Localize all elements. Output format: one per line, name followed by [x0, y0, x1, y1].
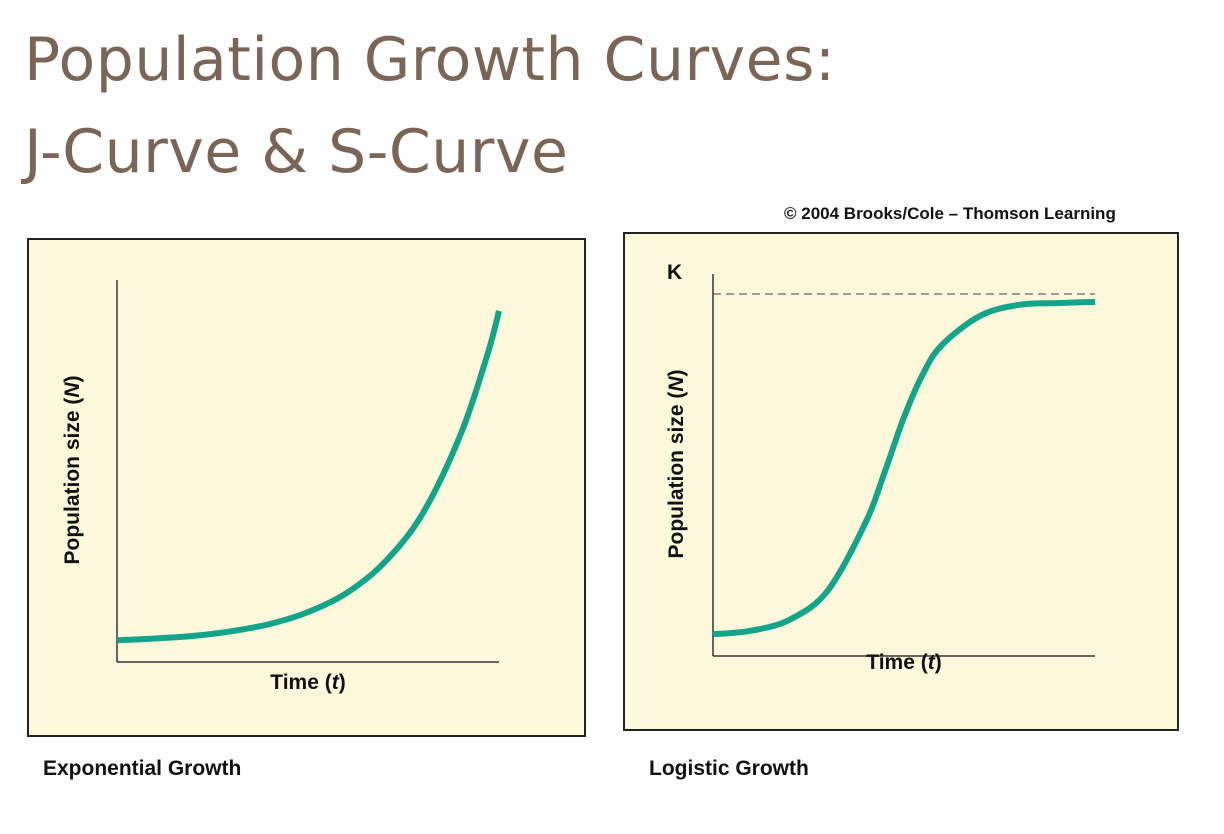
logistic-chart: K Time (t) Population size (N): [665, 261, 1096, 674]
x-axis-label: Time (t): [270, 671, 345, 694]
copyright-credit: © 2004 Brooks/Cole – Thomson Learning: [784, 204, 1116, 223]
s-curve-line: [712, 299, 1096, 638]
y-axis-label: Population size (N): [61, 375, 84, 564]
logistic-chart-panel: K Time (t) Population size (N): [623, 232, 1179, 731]
slide-title: Population Growth Curves: J-Curve & S-Cu…: [24, 14, 836, 198]
exponential-growth-caption: Exponential Growth: [43, 757, 242, 780]
title-line-1: Population Growth Curves:: [24, 25, 836, 95]
exponential-chart-panel: Time (t) Population size (N): [27, 238, 586, 737]
j-curve-line: [116, 310, 502, 644]
y-axis-label: Population size (N): [665, 369, 688, 558]
exponential-chart: Time (t) Population size (N): [61, 280, 502, 694]
title-line-2: J-Curve & S-Curve: [24, 117, 569, 187]
logistic-growth-caption: Logistic Growth: [649, 757, 809, 780]
carrying-capacity-label: K: [667, 261, 682, 284]
x-axis-label: Time (t): [866, 651, 941, 674]
